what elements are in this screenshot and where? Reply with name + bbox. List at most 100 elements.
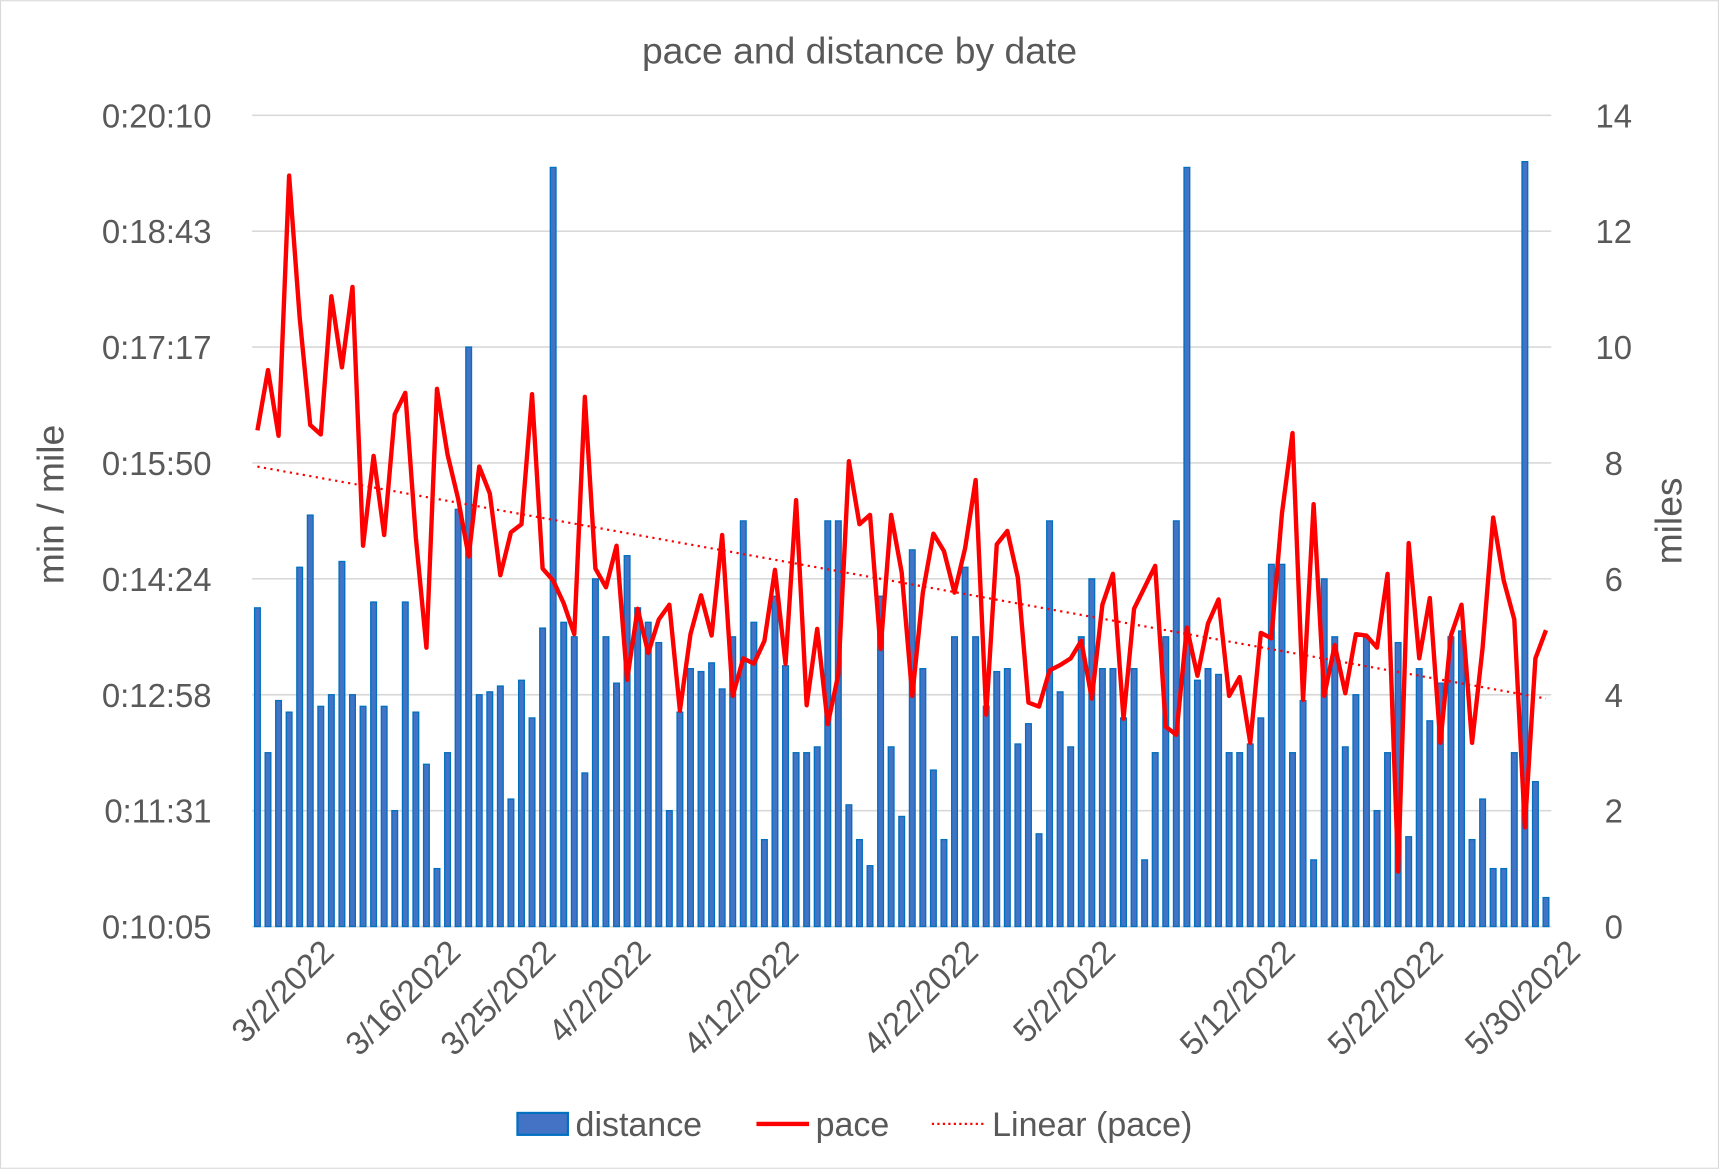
distance-bar — [1236, 752, 1244, 928]
distance-bar — [792, 752, 800, 928]
distance-bar — [665, 809, 673, 928]
right-tick-label: 12 — [1595, 213, 1632, 250]
distance-bar — [697, 670, 705, 928]
distance-bar — [1215, 673, 1223, 928]
distance-bar — [1341, 746, 1349, 928]
distance-bar — [1510, 752, 1518, 928]
distance-bar — [750, 621, 758, 928]
distance-bar — [655, 641, 663, 928]
distance-bar — [877, 595, 885, 928]
distance-bar — [898, 815, 906, 928]
distance-bar — [739, 520, 747, 928]
distance-bar — [1310, 859, 1318, 928]
distance-bar — [454, 508, 462, 928]
distance-bar — [1373, 809, 1381, 928]
left-tick-label: 0:10:05 — [102, 909, 212, 946]
left-tick-label: 0:14:24 — [102, 561, 212, 598]
distance-bar — [887, 746, 895, 928]
left-tick-label: 0:20:10 — [102, 97, 212, 134]
distance-bar — [444, 752, 452, 928]
right-tick-label: 6 — [1605, 561, 1623, 598]
distance-bar — [465, 346, 473, 928]
distance-bar — [422, 763, 430, 928]
distance-bar — [1183, 166, 1191, 928]
distance-bar — [507, 798, 515, 928]
distance-bar — [1415, 668, 1423, 928]
right-tick-label: 14 — [1595, 97, 1632, 134]
distance-bar — [644, 621, 652, 928]
distance-bar — [803, 752, 811, 928]
distance-bar — [496, 685, 504, 928]
distance-bar — [1162, 636, 1170, 928]
distance-bar — [338, 560, 346, 928]
left-tick-label: 0:15:50 — [102, 445, 212, 482]
distance-bar — [1288, 752, 1297, 928]
right-tick-label: 2 — [1605, 793, 1623, 830]
legend: distance pace Linear (pace) — [516, 1106, 1192, 1144]
right-tick-label: 0 — [1605, 909, 1623, 946]
distance-bar — [539, 627, 547, 928]
distance-bar — [1077, 636, 1085, 928]
legend-pace-label: pace — [816, 1106, 890, 1144]
distance-bar — [1014, 743, 1022, 928]
distance-bar — [517, 679, 525, 928]
distance-bar — [306, 514, 314, 928]
left-tick-label: 0:17:17 — [102, 329, 212, 366]
distance-bar — [1542, 896, 1550, 928]
right-axis-ticks: 0 2 4 6 8 10 12 14 — [1595, 97, 1632, 945]
left-axis-title: min / mile — [30, 425, 72, 584]
distance-bar — [1225, 752, 1233, 928]
distance-bar — [1267, 563, 1275, 928]
distance-bar — [718, 688, 726, 928]
distance-bar — [929, 769, 937, 928]
distance-bar — [1489, 867, 1497, 928]
left-axis-ticks: 0:10:05 0:11:31 0:12:58 0:14:24 0:15:50 0:17:… — [102, 97, 212, 945]
distance-bar — [760, 838, 768, 928]
distance-bar — [370, 601, 378, 928]
distance-bar — [708, 662, 716, 928]
distance-bar — [549, 166, 557, 928]
distance-bar — [972, 636, 980, 928]
distance-bar — [1003, 668, 1011, 928]
distance-bar — [475, 694, 483, 928]
distance-bar — [1500, 867, 1508, 928]
distance-bar — [486, 691, 494, 928]
right-tick-label: 4 — [1605, 677, 1623, 714]
distance-bar — [285, 711, 293, 928]
legend-trend-label: Linear (pace) — [992, 1106, 1192, 1144]
distance-bar — [1320, 578, 1328, 928]
distance-bar — [1024, 723, 1032, 928]
distance-bar — [951, 636, 959, 928]
distance-bar — [1384, 752, 1392, 928]
distance-bar — [908, 549, 916, 928]
distance-bar — [729, 636, 737, 928]
distance-bar — [993, 670, 1001, 928]
distance-bar — [834, 520, 842, 928]
distance-bar — [391, 809, 399, 928]
distance-bar — [348, 694, 356, 928]
right-tick-label: 10 — [1595, 329, 1632, 366]
distance-bar — [560, 621, 568, 928]
distance-bar — [845, 804, 853, 928]
distance-bar — [676, 711, 684, 928]
distance-bar — [771, 595, 779, 928]
left-tick-label: 0:11:31 — [104, 793, 211, 830]
distance-bar — [855, 838, 863, 928]
distance-bar — [982, 705, 990, 928]
distance-bar — [1046, 520, 1054, 928]
distance-bar — [1056, 691, 1064, 928]
distance-bar — [919, 668, 927, 928]
distance-bar — [528, 717, 536, 928]
distance-bar — [1204, 668, 1212, 928]
distance-bar — [1246, 743, 1254, 928]
right-tick-label: 8 — [1605, 445, 1623, 482]
distance-bar — [1098, 668, 1106, 928]
left-tick-label: 0:18:43 — [102, 213, 212, 250]
distance-bar — [1362, 636, 1370, 928]
distance-bar — [866, 865, 874, 928]
distance-bar — [1299, 699, 1307, 928]
distance-bar — [591, 578, 599, 928]
distance-bar — [623, 555, 631, 928]
right-axis-title: miles — [1648, 477, 1690, 564]
